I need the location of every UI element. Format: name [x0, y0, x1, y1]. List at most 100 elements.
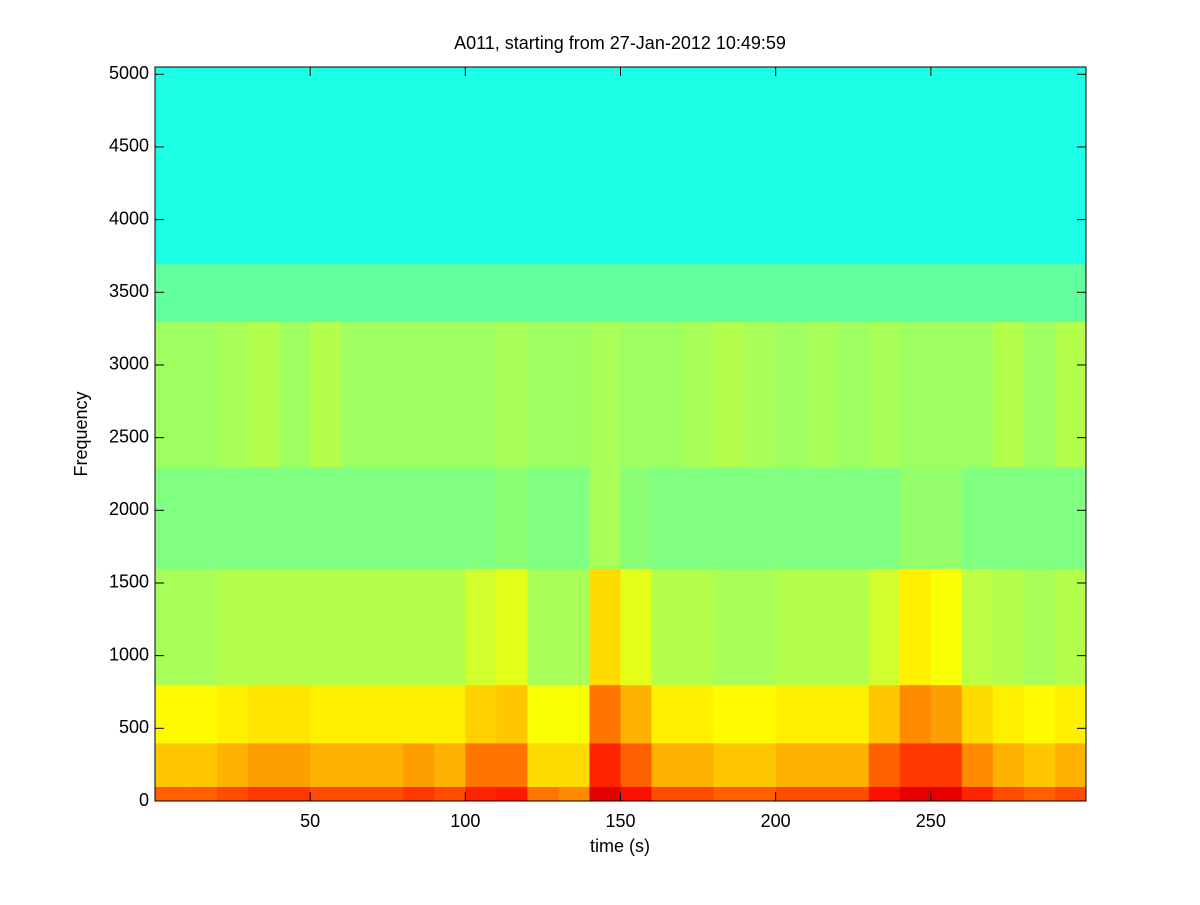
y-tick-label: 2000: [109, 499, 149, 519]
heatmap-cell: [248, 466, 280, 569]
heatmap-cell: [217, 568, 249, 686]
heatmap-cell: [434, 568, 466, 686]
heatmap-cell: [403, 742, 435, 787]
heatmap-cell: [620, 466, 653, 569]
heatmap-cell: [341, 263, 373, 322]
heatmap-cell: [527, 568, 559, 686]
heatmap-cell: [217, 684, 249, 744]
heatmap-cell: [589, 786, 621, 802]
heatmap-cell: [279, 684, 311, 744]
heatmap-cell: [713, 67, 746, 264]
heatmap-cell: [279, 786, 311, 802]
heatmap-cell: [341, 67, 373, 264]
heatmap-cell: [403, 786, 435, 802]
heatmap-cell: [992, 67, 1025, 264]
heatmap-cell: [775, 67, 808, 264]
heatmap-cell: [651, 568, 684, 686]
heatmap-cell: [682, 742, 715, 787]
y-tick-label: 0: [139, 790, 149, 810]
heatmap-cell: [372, 263, 404, 322]
heatmap-cell: [496, 568, 528, 686]
heatmap-cell: [806, 263, 839, 322]
heatmap-cell: [992, 684, 1025, 744]
heatmap-cell: [310, 568, 342, 686]
heatmap-cell: [186, 466, 218, 569]
heatmap-cell: [217, 786, 249, 802]
heatmap-cell: [279, 321, 311, 468]
heatmap-cell: [930, 263, 963, 322]
heatmap-cell: [1023, 263, 1056, 322]
heatmap-cell: [465, 263, 497, 322]
heatmap-cell: [496, 263, 528, 322]
heatmap-cell: [310, 67, 342, 264]
heatmap-cell: [1054, 67, 1087, 264]
heatmap-cell: [217, 263, 249, 322]
heatmap-cell: [682, 786, 715, 802]
heatmap-cell: [279, 263, 311, 322]
heatmap-cell: [589, 263, 621, 322]
heatmap-cell: [930, 67, 963, 264]
heatmap-cell: [248, 263, 280, 322]
heatmap-cell: [589, 67, 621, 264]
heatmap-cell: [527, 742, 559, 787]
heatmap-cell: [279, 67, 311, 264]
heatmap-cell: [682, 321, 715, 468]
heatmap-cell: [744, 742, 777, 787]
heatmap-cell: [372, 67, 404, 264]
heatmap-cell: [155, 742, 187, 787]
heatmap-cell: [651, 684, 684, 744]
heatmap-cell: [186, 321, 218, 468]
heatmap-cell: [868, 786, 901, 802]
heatmap-cell: [899, 742, 932, 787]
heatmap-cell: [248, 742, 280, 787]
heatmap-cell: [186, 742, 218, 787]
heatmap-cell: [248, 568, 280, 686]
heatmap-cell: [868, 466, 901, 569]
heatmap-cell: [155, 466, 187, 569]
heatmap-cell: [1023, 742, 1056, 787]
heatmap-cell: [837, 67, 870, 264]
heatmap-cell: [992, 263, 1025, 322]
y-tick-label: 3500: [109, 281, 149, 301]
heatmap-cell: [403, 684, 435, 744]
heatmap-cell: [217, 321, 249, 468]
heatmap-cell: [527, 263, 559, 322]
heatmap-cell: [775, 786, 808, 802]
heatmap-cell: [403, 263, 435, 322]
heatmap-cell: [775, 742, 808, 787]
heatmap-cell: [589, 321, 621, 468]
heatmap-cell: [248, 321, 280, 468]
heatmap-cell: [310, 786, 342, 802]
y-axis-label: Frequency: [71, 391, 91, 476]
heatmap-cell: [806, 321, 839, 468]
heatmap-cell: [403, 321, 435, 468]
heatmap-cell: [434, 263, 466, 322]
y-tick-label: 1500: [109, 572, 149, 592]
heatmap-cell: [558, 321, 590, 468]
heatmap-cell: [434, 466, 466, 569]
heatmap-cell: [155, 684, 187, 744]
heatmap-cell: [341, 786, 373, 802]
heatmap-cell: [775, 466, 808, 569]
heatmap-cell: [930, 321, 963, 468]
heatmap-cell: [589, 684, 621, 744]
heatmap-cell: [651, 786, 684, 802]
heatmap-cell: [496, 466, 528, 569]
heatmap-cell: [837, 742, 870, 787]
heatmap-cell: [837, 786, 870, 802]
heatmap-cell: [620, 568, 653, 686]
heatmap-cell: [806, 466, 839, 569]
heatmap-cell: [620, 321, 653, 468]
heatmap-cell: [837, 321, 870, 468]
heatmap-cell: [899, 321, 932, 468]
heatmap-cell: [403, 466, 435, 569]
heatmap-cell: [434, 684, 466, 744]
heatmap-cell: [186, 568, 218, 686]
heatmap-cell: [806, 684, 839, 744]
heatmap-cell: [217, 67, 249, 264]
heatmap-cell: [961, 67, 994, 264]
heatmap-cell: [744, 321, 777, 468]
heatmap-cell: [496, 321, 528, 468]
heatmap-cell: [403, 568, 435, 686]
